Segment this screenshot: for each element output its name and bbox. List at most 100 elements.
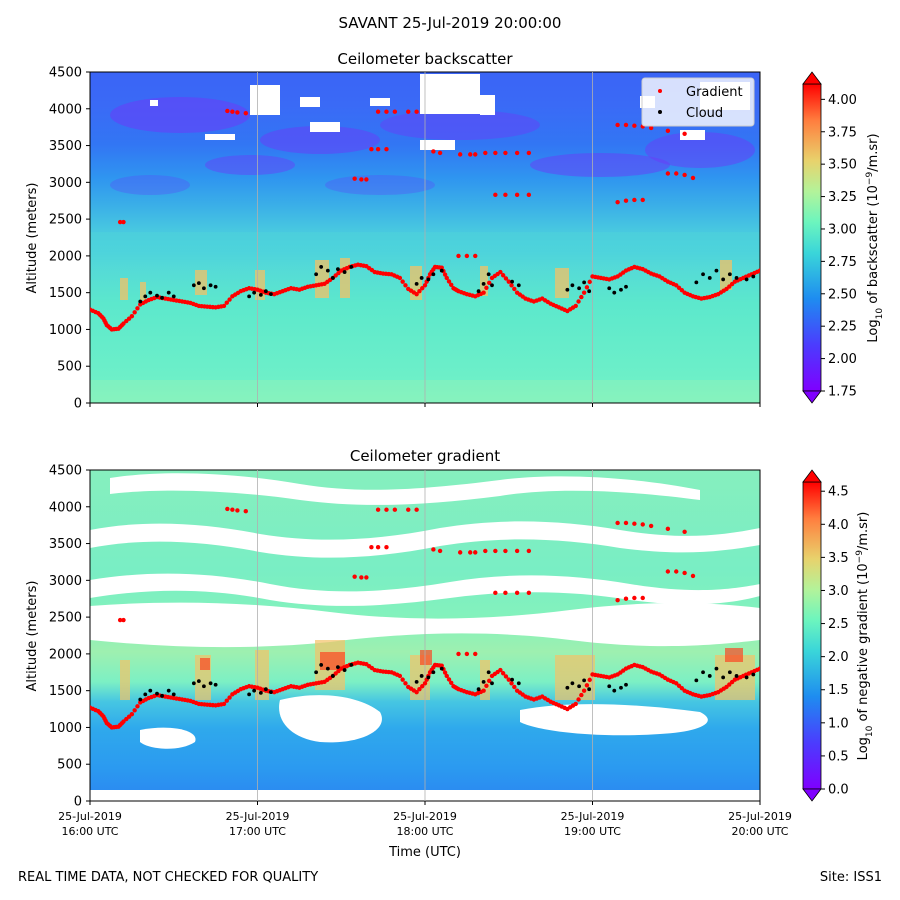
cloud-point — [138, 299, 143, 304]
cloud-point — [577, 684, 581, 689]
x-tick-date-label: 25-Jul-2019 — [58, 810, 122, 823]
quality-disclaimer: REAL TIME DATA, NOT CHECKED FOR QUALITY — [18, 870, 319, 885]
gradient-point — [604, 276, 609, 282]
gradient-point — [470, 691, 475, 696]
gradient-point — [654, 273, 659, 278]
gradient-point — [528, 298, 534, 303]
gradient-point — [244, 685, 249, 690]
gradient-point — [431, 267, 436, 272]
gradient-point — [623, 198, 629, 203]
backscatter-colorbar-max-arrow — [802, 71, 822, 85]
gradient-point — [679, 686, 685, 691]
gradient-point — [235, 290, 241, 296]
colorbar-tick-label: 4.0 — [828, 518, 849, 533]
gradient-point — [629, 265, 634, 271]
gradient-point — [612, 673, 618, 678]
y-tick-label: 0 — [74, 397, 82, 412]
gradient-point — [364, 575, 369, 580]
gradient-point — [713, 292, 718, 298]
x-tick-time-label: 16:00 UTC — [61, 825, 118, 838]
gradient-point — [637, 664, 643, 669]
backscatter-markers — [90, 108, 760, 332]
gradient-point — [478, 689, 484, 695]
y-tick-label: 4000 — [49, 500, 82, 515]
cloud-point — [694, 678, 699, 683]
y-tick-label: 500 — [57, 758, 82, 773]
gradient-point — [225, 108, 230, 114]
gradient-point — [604, 674, 609, 680]
gradient-point — [665, 128, 671, 134]
cloud-point — [196, 679, 201, 684]
gradient-point — [302, 285, 308, 290]
gradient-point — [581, 290, 587, 295]
gradient-point — [420, 286, 425, 291]
gradient-point — [235, 688, 241, 694]
gradient-point — [442, 670, 448, 675]
cloud-point — [734, 276, 739, 280]
cloud-point — [342, 270, 347, 274]
cloud-point — [481, 281, 486, 286]
gradient-point — [528, 696, 534, 701]
gradient-point — [457, 550, 463, 555]
gradient-point — [352, 176, 357, 181]
cloud-point — [744, 277, 749, 282]
gradient-point — [721, 288, 726, 293]
gradient-point — [615, 122, 620, 128]
backscatter-y-axis: 0 500 1000 1500 2000 2500 3000 3500 4000 4500 — [49, 66, 90, 412]
gradient-point — [394, 672, 400, 677]
gradient-point — [632, 123, 637, 128]
cloud-point — [191, 283, 196, 288]
backscatter-panel: 0 500 1000 1500 2000 2500 3000 3500 4000 4500 Cei… — [25, 50, 885, 412]
gradient-point — [224, 698, 229, 703]
gradient-point — [227, 297, 232, 302]
gradient-point — [152, 693, 157, 699]
gradient-point — [587, 279, 592, 285]
gradient-point — [468, 550, 473, 555]
gradient-point — [414, 507, 419, 512]
gradient-point — [495, 669, 500, 675]
gradient-point — [135, 704, 140, 709]
cloud-point — [751, 274, 756, 279]
gradient-point — [446, 677, 452, 682]
gradient-point — [219, 304, 224, 309]
gradient-point — [665, 569, 671, 574]
gradient-point — [579, 692, 584, 698]
cloud-point — [694, 280, 699, 285]
gradient-point — [454, 288, 460, 293]
gradient-point — [662, 675, 668, 681]
gradient-point — [503, 276, 509, 281]
gradient-point — [431, 149, 436, 154]
cloud-point — [727, 272, 732, 277]
cloud-point — [582, 678, 587, 683]
x-tick-time-label: 19:00 UTC — [564, 825, 621, 838]
gradient-point — [461, 688, 467, 694]
gradient-point — [193, 700, 199, 706]
gradient-point — [696, 295, 701, 301]
cloud-point — [202, 684, 206, 689]
gradient-point — [682, 131, 687, 136]
cloud-point — [263, 687, 268, 692]
cloud-point — [714, 268, 719, 273]
gradient-point — [674, 171, 679, 176]
gradient-point — [311, 681, 316, 687]
backscatter-gridlines — [257, 72, 593, 403]
gradient-point — [431, 547, 436, 552]
gradient-point — [503, 590, 508, 596]
cloud-point — [138, 697, 143, 702]
figure-title: SAVANT 25-Jul-2019 20:00:00 — [338, 14, 562, 32]
gradient-point — [468, 152, 473, 157]
gradient-point — [487, 678, 492, 684]
gradient-y-label: Altitude (meters) — [25, 581, 40, 692]
gradient-point — [392, 109, 398, 114]
cloud-point — [419, 674, 424, 678]
cloud-point — [701, 272, 705, 277]
gradient-colorbar: 0.0 0.5 1.0 1.5 2.0 2.5 3.0 3.5 4.0 4.5 Log10 of … — [802, 469, 875, 802]
gradient-point — [621, 668, 626, 673]
cloud-point — [330, 276, 335, 280]
cloud-point — [439, 268, 444, 273]
colorbar-tick-label: 4.5 — [828, 485, 849, 500]
cloud-point — [342, 668, 347, 672]
cloud-point — [336, 267, 340, 272]
gradient-point — [243, 110, 248, 116]
cloud-point — [171, 692, 176, 697]
